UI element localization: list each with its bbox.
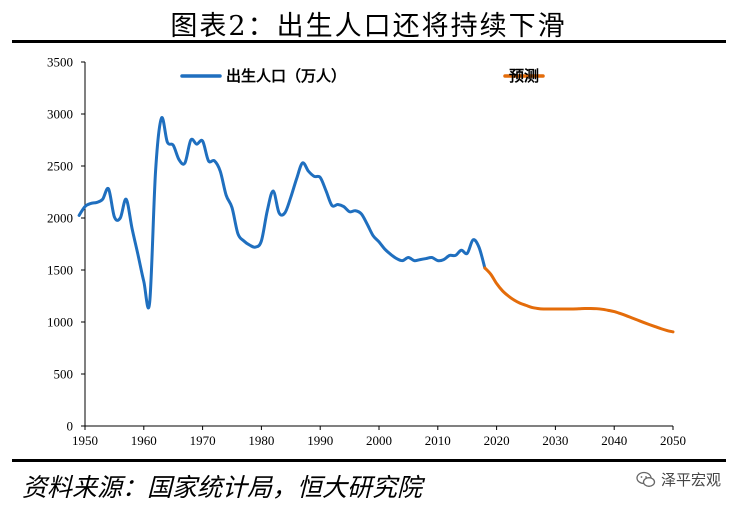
wechat-icon <box>636 471 656 487</box>
x-tick-label: 1950 <box>72 433 98 448</box>
y-tick-label: 3000 <box>47 107 73 122</box>
chart-legend: 出生人口（万人） 预测 <box>180 67 545 85</box>
x-tick-label: 2050 <box>660 433 686 448</box>
y-tick-label: 2500 <box>47 159 73 174</box>
chart-series <box>77 116 675 334</box>
series-line-1 <box>77 116 487 310</box>
y-tick-label: 0 <box>67 419 74 434</box>
watermark: 泽平宏观 <box>636 469 721 490</box>
series-line-2 <box>483 266 675 334</box>
x-tick-label: 1980 <box>248 433 274 448</box>
y-tick-label: 500 <box>54 367 74 382</box>
x-tick-label: 2030 <box>542 433 568 448</box>
page-title: 图表2：出生人口还将持续下滑 <box>170 11 567 42</box>
x-tick-label: 1970 <box>190 433 216 448</box>
legend-label-1: 出生人口（万人） <box>226 67 346 85</box>
x-tick-label: 2040 <box>601 433 627 448</box>
x-tick-label: 1960 <box>131 433 157 448</box>
x-tick-label: 2020 <box>484 433 510 448</box>
legend-label-2: 预测 <box>509 67 539 85</box>
y-tick-label: 1000 <box>47 315 73 330</box>
x-tick-label: 1990 <box>307 433 333 448</box>
y-tick-label: 3500 <box>47 55 73 70</box>
chart-axes: 0 500 1000 1500 2000 2500 3000 3500 1950 1960 1970… <box>47 55 686 449</box>
source-note: 资料来源：国家统计局，恒大研究院 <box>22 473 423 502</box>
x-tick-label: 2010 <box>425 433 451 448</box>
x-tick-label: 2000 <box>366 433 392 448</box>
top-divider <box>12 40 726 43</box>
y-tick-label: 2000 <box>47 211 73 226</box>
y-tick-label: 1500 <box>47 263 73 278</box>
bottom-divider <box>12 459 726 462</box>
watermark-label: 泽平宏观 <box>660 471 721 489</box>
